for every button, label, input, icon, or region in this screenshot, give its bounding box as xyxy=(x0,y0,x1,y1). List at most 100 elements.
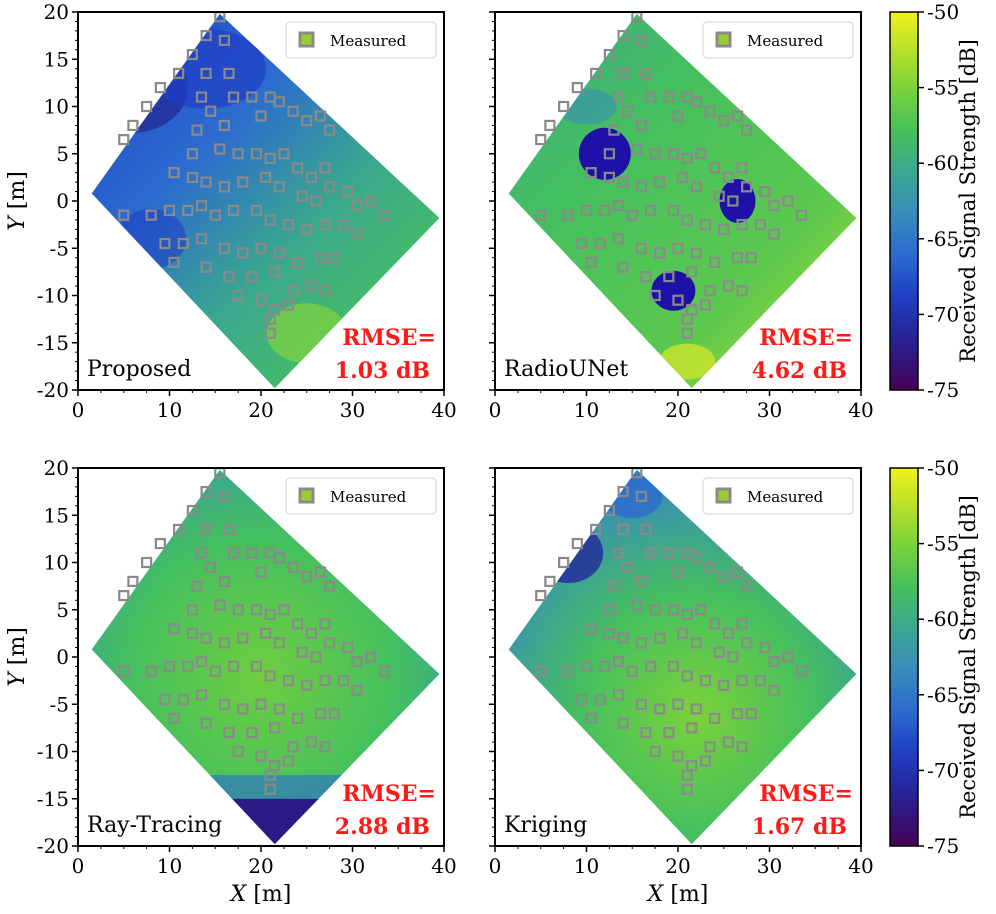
rmse-value: 1.03 dB xyxy=(335,358,430,384)
measured-point xyxy=(237,632,249,644)
measured-point xyxy=(186,504,198,517)
measured-point xyxy=(649,745,661,758)
measured-point xyxy=(310,195,322,207)
measured-point xyxy=(718,115,730,127)
measured-point xyxy=(708,256,721,269)
measured-point xyxy=(337,675,349,687)
low-signal-blob xyxy=(651,270,696,311)
measured-point xyxy=(264,313,276,325)
measured-point xyxy=(622,561,634,573)
y-tick-label: 20 xyxy=(44,0,69,24)
x-axis-label: X [m] xyxy=(229,882,292,907)
measured-point xyxy=(287,285,299,297)
legend: Measured xyxy=(702,477,854,515)
colorbar-tick-label: -55 xyxy=(927,76,959,100)
measured-point xyxy=(282,675,295,687)
measured-point xyxy=(727,195,739,207)
y-axis-label: Y [m] xyxy=(5,171,30,231)
measured-point xyxy=(296,190,308,202)
measured-point xyxy=(319,219,331,231)
measured-point xyxy=(535,589,547,602)
measured-point xyxy=(599,660,611,673)
measured-point xyxy=(200,176,212,188)
legend-box xyxy=(702,21,854,59)
measured-point xyxy=(273,96,285,108)
measured-point xyxy=(246,91,258,103)
measured-point xyxy=(191,580,203,592)
legend-marker xyxy=(715,487,732,504)
measured-point xyxy=(319,675,331,687)
measured-point xyxy=(590,67,602,80)
measured-point xyxy=(676,627,689,639)
measured-point xyxy=(305,736,317,748)
measured-point xyxy=(594,693,606,706)
measured-point xyxy=(535,209,547,221)
measured-point xyxy=(649,289,661,302)
colorbar-top: -50 -55 -60 -65 -70 -75 Received Signal Streng… xyxy=(889,0,980,402)
rmse-value: 2.88 dB xyxy=(335,814,430,840)
measured-point xyxy=(168,167,180,179)
legend-label: Measured xyxy=(330,32,407,50)
measured-point xyxy=(200,717,212,729)
method-label: RadioUNet xyxy=(504,357,628,382)
measured-point xyxy=(292,712,304,725)
panel-radiounet: 0 10 20 30 40 Measured RadioUNet RMSE= 4.62 dB xyxy=(489,11,874,422)
y-tick-label: -20 xyxy=(37,378,69,402)
measured-point xyxy=(232,604,244,616)
measured-point xyxy=(768,684,780,696)
colorbar-tick-label: -70 xyxy=(927,758,959,782)
x-tick-label: 20 xyxy=(665,398,690,422)
x-tick-label: 0 xyxy=(72,854,85,878)
method-label: Proposed xyxy=(87,357,191,382)
measured-point xyxy=(704,561,716,573)
measured-point xyxy=(264,327,276,339)
measured-point xyxy=(672,294,684,306)
measured-point xyxy=(667,148,680,160)
measured-point xyxy=(571,537,583,550)
measured-point xyxy=(768,200,780,212)
measured-point xyxy=(759,641,771,654)
measured-point xyxy=(695,604,707,616)
rmse-label: RMSE= xyxy=(759,325,853,351)
colorbar-tick-label: -65 xyxy=(927,227,959,251)
measured-point xyxy=(319,285,331,297)
measured-point xyxy=(273,247,285,259)
measured-point xyxy=(301,223,313,235)
measured-point xyxy=(154,537,166,550)
legend: Measured xyxy=(702,21,854,59)
x-tick-label: 10 xyxy=(157,398,182,422)
measured-point xyxy=(118,209,130,221)
measured-point xyxy=(562,209,574,221)
measured-point xyxy=(713,646,725,658)
measured-point xyxy=(223,67,235,80)
colorbar-gradient xyxy=(889,467,919,847)
x-tick-label: 40 xyxy=(431,398,456,422)
measured-point xyxy=(218,181,230,193)
measured-point xyxy=(759,185,771,198)
measured-point xyxy=(686,722,698,734)
measured-point xyxy=(681,214,693,226)
measured-point xyxy=(708,712,721,725)
y-tick-label: -10 xyxy=(37,284,69,308)
measured-point xyxy=(264,769,276,781)
measured-point xyxy=(681,152,693,165)
measured-point xyxy=(635,34,648,46)
measured-point xyxy=(186,48,198,61)
measured-point xyxy=(378,209,391,221)
measured-point xyxy=(617,67,629,80)
measured-point xyxy=(237,176,249,188)
measured-point xyxy=(214,143,226,155)
x-tick-label: 10 xyxy=(574,398,599,422)
measured-point xyxy=(580,204,593,217)
x-tick-label: 0 xyxy=(489,398,502,422)
measured-point xyxy=(603,171,615,183)
x-tick-label: 30 xyxy=(757,854,782,878)
measured-point xyxy=(640,271,652,283)
measured-point xyxy=(736,741,748,753)
measured-point xyxy=(631,143,643,155)
measured-point xyxy=(768,656,780,668)
measured-point xyxy=(305,280,317,292)
colorbar-tick-label: -65 xyxy=(927,683,959,707)
y-tick-label: -5 xyxy=(50,692,69,716)
